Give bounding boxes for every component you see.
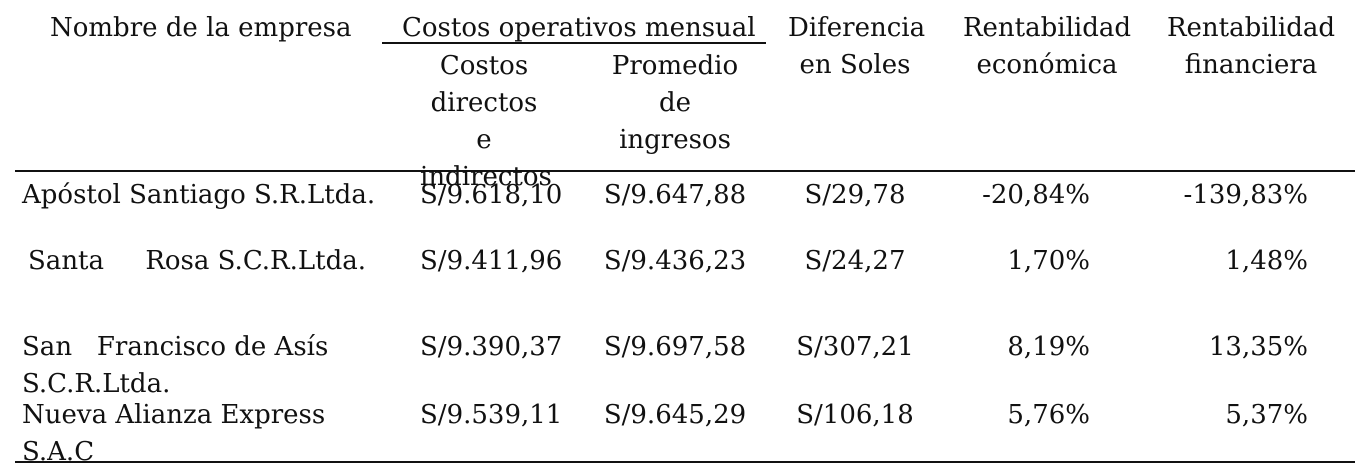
header-fin-return: Rentabilidad financiera (1166, 13, 1336, 80)
econ-return-cell: -20,84% (982, 180, 1090, 210)
income-cell: S/9.645,29 (603, 400, 747, 430)
fin-return-cell: -139,83% (1183, 180, 1308, 210)
company-name: Santa Rosa S.C.R.Ltda. (28, 246, 367, 276)
income-cell: S/9.697,58 (603, 332, 747, 362)
costs-cell: S/9.390,37 (420, 332, 563, 362)
company-name: San Francisco de Asís S.C.R.Ltda. (22, 332, 337, 399)
fin-return-cell: 13,35% (1208, 332, 1308, 362)
table-bottom-rule (15, 461, 1355, 463)
econ-return-cell: 8,19% (1007, 332, 1090, 362)
difference-cell: S/29,78 (804, 180, 906, 210)
difference-cell: S/24,27 (804, 246, 906, 276)
fin-return-cell: 1,48% (1225, 246, 1308, 276)
costs-cell: S/9.411,96 (420, 246, 563, 276)
header-costs-direct: Costos directos e indirectos (420, 51, 552, 192)
header-difference: Diferencia en Soles (788, 13, 926, 80)
income-cell: S/9.436,23 (603, 246, 747, 276)
header-bottom-rule (15, 170, 1355, 172)
income-cell: S/9.647,88 (603, 180, 747, 210)
header-avg-income: Promedio de ingresos (611, 51, 739, 155)
company-name: Nueva Alianza Express S.A.C (22, 400, 326, 461)
header-group-rule (382, 42, 766, 44)
difference-cell: S/106,18 (796, 400, 914, 430)
econ-return-cell: 5,76% (1007, 400, 1090, 430)
fin-return-cell: 5,37% (1225, 400, 1308, 430)
header-company: Nombre de la empresa (50, 13, 352, 43)
costs-cell: S/9.618,10 (420, 180, 563, 210)
difference-cell: S/307,21 (796, 332, 914, 362)
header-costs-group: Costos operativos mensual (402, 13, 756, 43)
costs-cell: S/9.539,11 (420, 400, 563, 430)
header-econ-return: Rentabilidad económica (962, 13, 1132, 80)
company-name: Apóstol Santiago S.R.Ltda. (22, 180, 376, 210)
econ-return-cell: 1,70% (1007, 246, 1090, 276)
